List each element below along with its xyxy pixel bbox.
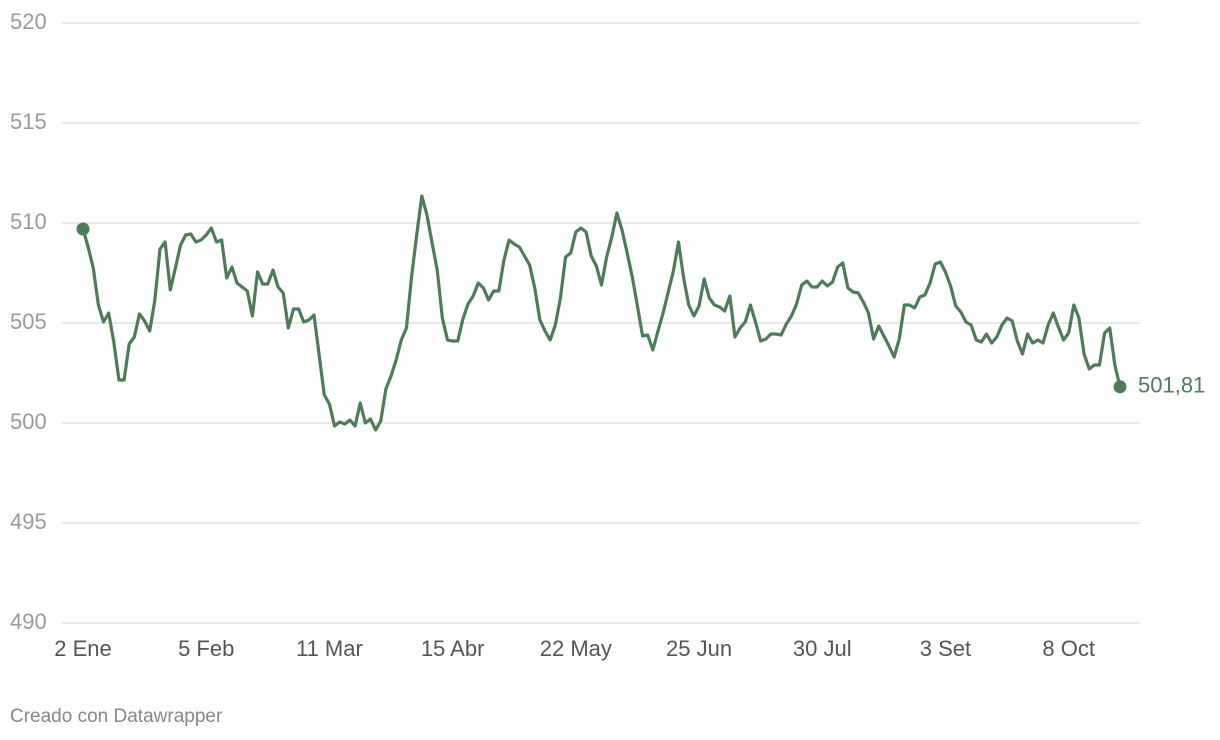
y-tick-label: 500 (10, 409, 47, 434)
x-tick-label: 11 Mar (296, 636, 363, 661)
end-marker (1113, 380, 1127, 394)
y-tick-label: 505 (10, 309, 47, 334)
x-tick-label: 15 Abr (421, 636, 485, 661)
x-tick-label: 2 Ene (54, 636, 112, 661)
x-tick-label: 8 Oct (1042, 636, 1095, 661)
y-tick-label: 510 (10, 209, 47, 234)
y-tick-label: 515 (10, 109, 47, 134)
x-tick-label: 3 Set (920, 636, 971, 661)
x-tick-label: 22 May (540, 636, 612, 661)
y-tick-label: 520 (10, 9, 47, 34)
x-tick-label: 30 Jul (793, 636, 852, 661)
value-label: 501,81 (1138, 373, 1205, 398)
end-marker (76, 222, 90, 236)
line (81, 194, 1122, 432)
x-tick-label: 25 Jun (666, 636, 732, 661)
source-note: Creado con Datawrapper (10, 706, 223, 727)
y-tick-label: 490 (10, 609, 47, 634)
y-tick-label: 495 (10, 509, 47, 534)
x-tick-label: 5 Feb (178, 636, 234, 661)
